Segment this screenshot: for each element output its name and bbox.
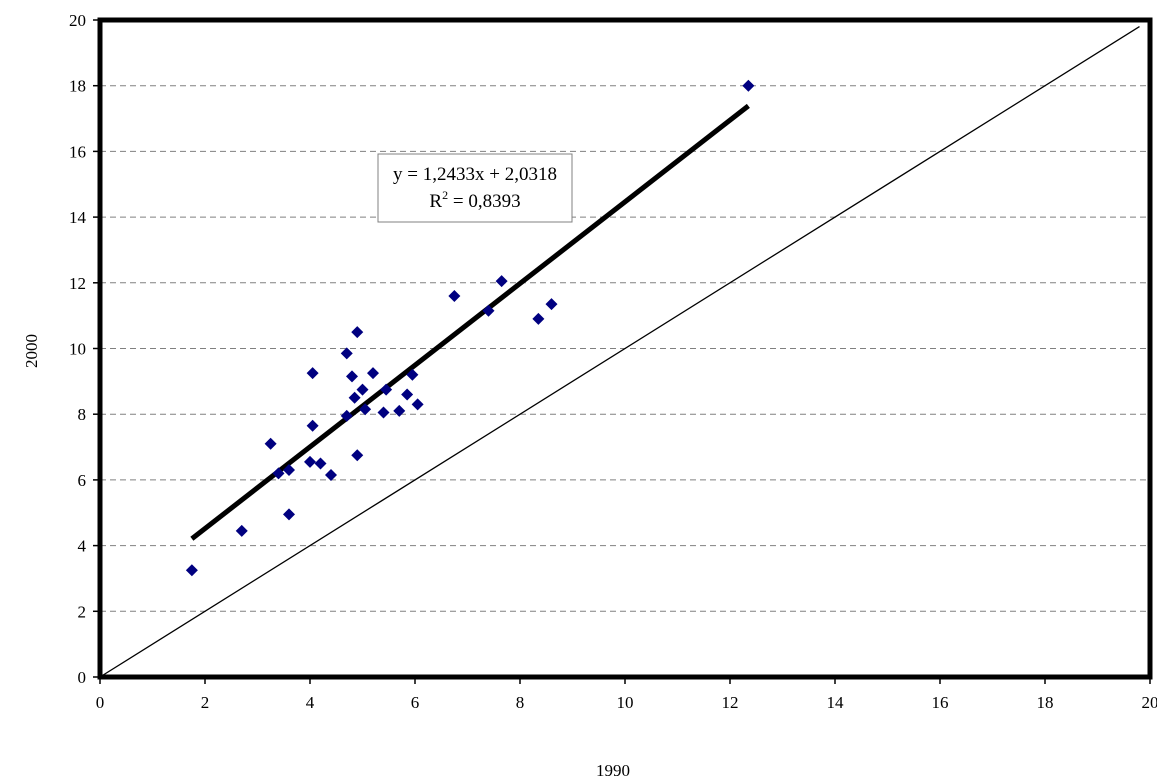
data-point (346, 370, 358, 383)
x-tick-label: 0 (96, 693, 105, 712)
data-point (406, 368, 419, 381)
x-tick-label: 2 (201, 693, 210, 712)
trendline (190, 103, 750, 541)
y-tick-label: 14 (69, 208, 87, 227)
data-point (359, 403, 372, 416)
data-point (340, 347, 353, 360)
y-tick-label: 4 (78, 537, 87, 556)
data-point (377, 406, 390, 419)
data-point (306, 367, 319, 380)
x-tick-label: 20 (1142, 693, 1157, 712)
x-tick-label: 10 (617, 693, 634, 712)
data-point (264, 437, 277, 450)
trendline-layer (190, 103, 750, 541)
data-point (742, 79, 755, 92)
x-tick-label: 14 (827, 693, 845, 712)
data-point (272, 467, 285, 480)
data-point (482, 304, 495, 317)
data-point (351, 449, 364, 462)
y-tick-label: 16 (69, 142, 86, 161)
data-point (283, 464, 295, 477)
x-tick-label: 12 (722, 693, 739, 712)
x-axis-label: 1990 (596, 761, 630, 780)
y-tick-label: 0 (78, 668, 87, 687)
x-tick-label: 8 (516, 693, 525, 712)
data-point (283, 508, 295, 521)
data-point (380, 383, 393, 396)
trendline-equation: y = 1,2433x + 2,0318 (393, 164, 557, 185)
data-point (367, 367, 379, 380)
y-tick-label: 10 (69, 340, 86, 359)
y-axis-ticks: 0 2 4 6 8 10 12 14 16 18 20 (69, 11, 100, 687)
data-point (306, 419, 319, 432)
data-point (356, 383, 369, 396)
r-squared-label: R2 = 0,8393 (429, 188, 520, 212)
data-point (495, 275, 508, 288)
data-point (351, 326, 364, 339)
data-point (348, 391, 361, 404)
x-tick-label: 18 (1037, 693, 1054, 712)
x-tick-label: 16 (932, 693, 949, 712)
data-point (393, 404, 406, 417)
x-axis-ticks: 0 2 4 6 8 10 12 14 16 18 20 (96, 677, 1157, 712)
data-point (314, 457, 327, 470)
data-point (401, 388, 414, 401)
data-point (235, 524, 248, 537)
data-point (448, 289, 461, 302)
y-tick-label: 18 (69, 77, 86, 96)
reference-line-layer (99, 26, 1140, 678)
y-axis-label: 2000 (22, 334, 41, 368)
y-tick-label: 2 (78, 602, 87, 621)
trendline-equation-box: y = 1,2433x + 2,0318 R2 = 0,8393 (377, 153, 573, 223)
reference-line-y-equals-x (99, 26, 1140, 678)
x-tick-label: 6 (411, 693, 420, 712)
data-point (545, 298, 558, 311)
x-tick-label: 4 (306, 693, 315, 712)
data-point (340, 409, 353, 422)
y-tick-label: 8 (78, 405, 87, 424)
y-tick-label: 20 (69, 11, 86, 30)
data-point (532, 312, 545, 325)
data-point (411, 398, 424, 411)
y-tick-label: 12 (69, 274, 86, 293)
data-point (304, 455, 316, 468)
y-tick-label: 6 (78, 471, 87, 490)
data-point (325, 468, 337, 481)
data-point (185, 564, 198, 577)
data-points (185, 79, 755, 577)
